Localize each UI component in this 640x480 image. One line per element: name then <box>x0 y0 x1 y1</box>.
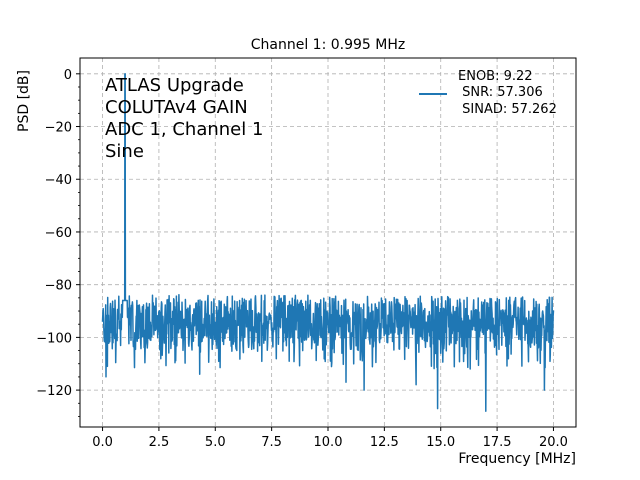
x-tick-label: 0.0 <box>92 435 113 450</box>
annotation-line: Sine <box>105 141 144 162</box>
psd-series-line <box>101 73 555 412</box>
chart-annotation: ATLAS Upgrade COLUTAv4 GAIN ADC 1, Chann… <box>105 75 263 162</box>
x-tick-label: 7.5 <box>261 435 282 450</box>
y-tick-label: −60 <box>45 226 72 241</box>
x-tick-label: 12.5 <box>370 435 399 450</box>
x-axis-ticks: 0.0 2.5 5.0 7.5 10.0 12.5 15.0 17.5 20.0 <box>92 427 568 450</box>
x-tick-label: 15.0 <box>426 435 455 450</box>
series-layer <box>101 73 555 412</box>
y-tick-label: 0 <box>64 68 72 83</box>
legend-line: SINAD: 57.262 <box>458 102 557 117</box>
y-axis-label: PSD [dB] <box>16 70 32 132</box>
annotation-line: ADC 1, Channel 1 <box>105 119 263 140</box>
legend-line: ENOB: 9.22 <box>458 69 533 84</box>
legend-line: SNR: 57.306 <box>458 85 543 100</box>
y-axis-ticks: 0 −20 −40 −60 −80 −100 −120 <box>36 68 80 417</box>
annotation-line: ATLAS Upgrade <box>105 75 244 96</box>
annotation-line: COLUTAv4 GAIN <box>105 97 248 118</box>
y-tick-label: −40 <box>45 173 72 188</box>
grid-lines <box>80 58 576 427</box>
x-tick-label: 5.0 <box>205 435 226 450</box>
y-tick-label: −100 <box>36 331 72 346</box>
x-tick-label: 2.5 <box>149 435 170 450</box>
legend: ENOB: 9.22 SNR: 57.306 SINAD: 57.262 <box>419 69 557 117</box>
x-tick-label: 20.0 <box>539 435 568 450</box>
x-tick-label: 17.5 <box>483 435 512 450</box>
y-tick-label: −20 <box>45 121 72 136</box>
chart-title: Channel 1: 0.995 MHz <box>251 37 406 53</box>
x-tick-label: 10.0 <box>314 435 343 450</box>
x-axis-label: Frequency [MHz] <box>458 451 576 467</box>
y-tick-label: −80 <box>45 279 72 294</box>
y-tick-label: −120 <box>36 384 72 399</box>
